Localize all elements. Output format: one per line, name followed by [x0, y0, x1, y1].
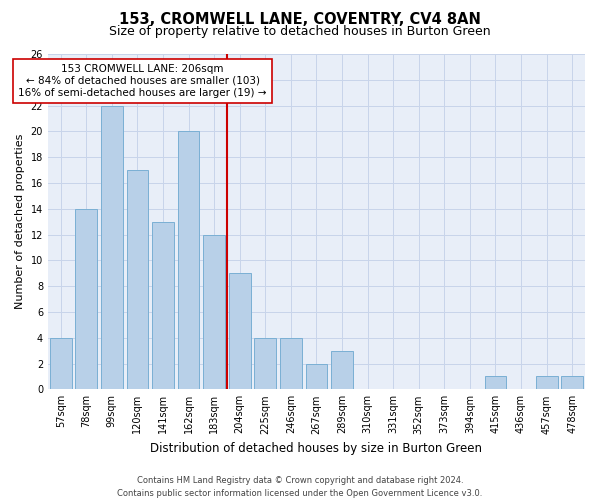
Text: Contains HM Land Registry data © Crown copyright and database right 2024.
Contai: Contains HM Land Registry data © Crown c… — [118, 476, 482, 498]
Y-axis label: Number of detached properties: Number of detached properties — [15, 134, 25, 310]
Bar — [229, 273, 251, 390]
Bar — [76, 209, 97, 390]
Bar — [101, 106, 123, 390]
X-axis label: Distribution of detached houses by size in Burton Green: Distribution of detached houses by size … — [151, 442, 482, 455]
Bar — [331, 350, 353, 390]
Bar — [280, 338, 302, 390]
Text: Size of property relative to detached houses in Burton Green: Size of property relative to detached ho… — [109, 25, 491, 38]
Bar — [203, 234, 225, 390]
Bar — [562, 376, 583, 390]
Bar — [152, 222, 174, 390]
Bar — [127, 170, 148, 390]
Bar — [305, 364, 328, 390]
Bar — [254, 338, 276, 390]
Text: 153, CROMWELL LANE, COVENTRY, CV4 8AN: 153, CROMWELL LANE, COVENTRY, CV4 8AN — [119, 12, 481, 28]
Bar — [50, 338, 71, 390]
Bar — [536, 376, 557, 390]
Bar — [485, 376, 506, 390]
Text: 153 CROMWELL LANE: 206sqm
← 84% of detached houses are smaller (103)
16% of semi: 153 CROMWELL LANE: 206sqm ← 84% of detac… — [18, 64, 267, 98]
Bar — [178, 132, 199, 390]
